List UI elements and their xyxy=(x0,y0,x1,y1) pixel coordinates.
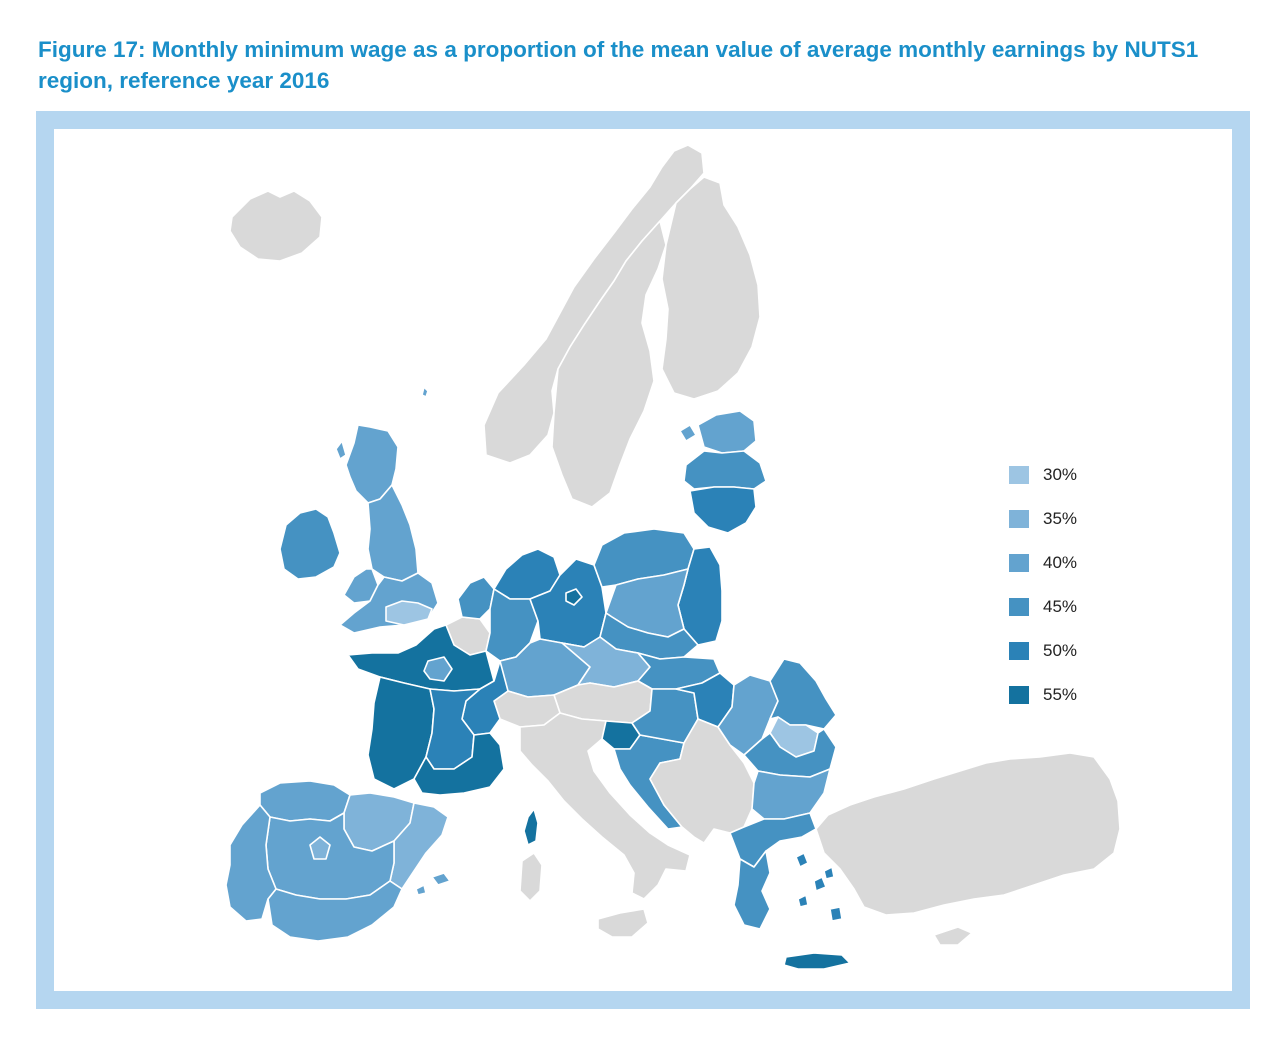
legend-swatch-30 xyxy=(1009,466,1029,484)
legend-item-30: 30% xyxy=(1009,464,1129,486)
legend-item-35: 35% xyxy=(1009,508,1129,530)
region-crete xyxy=(783,952,851,970)
region-scotland xyxy=(345,424,399,504)
region-turkey xyxy=(815,752,1121,916)
region-estonia-islands xyxy=(679,424,697,442)
region-spain-south xyxy=(267,880,403,942)
region-paris xyxy=(423,656,453,682)
region-portugal xyxy=(225,804,277,922)
legend-label-50: 50% xyxy=(1043,641,1078,660)
legend-item-40: 40% xyxy=(1009,552,1129,574)
legend-label-30: 30% xyxy=(1043,465,1078,484)
legend-swatch-50 xyxy=(1009,642,1029,660)
legend-item-45: 45% xyxy=(1009,596,1129,618)
region-london xyxy=(385,600,433,626)
region-sardinia xyxy=(519,852,543,902)
legend-swatch-35 xyxy=(1009,510,1029,528)
region-catalonia xyxy=(389,802,449,890)
europe-map xyxy=(225,144,1121,970)
region-ireland xyxy=(279,508,341,580)
region-sweden xyxy=(551,220,667,508)
region-lithuania xyxy=(689,486,757,534)
region-sicily xyxy=(597,908,649,938)
region-balkans xyxy=(649,718,755,844)
region-finland xyxy=(661,176,761,400)
legend-item-50: 50% xyxy=(1009,640,1129,662)
region-scotland-isles xyxy=(335,386,429,460)
region-corsica xyxy=(523,808,539,846)
region-estonia xyxy=(697,410,757,454)
region-spain-northwest xyxy=(259,780,351,822)
region-madrid xyxy=(309,836,331,860)
map-frame: 30% 35% 40% 45% 50% 55% xyxy=(36,111,1250,1009)
region-netherlands xyxy=(457,576,495,620)
legend-label-35: 35% xyxy=(1043,509,1078,528)
region-bulgaria xyxy=(751,768,831,820)
region-berlin xyxy=(565,588,583,606)
legend-label-45: 45% xyxy=(1043,597,1078,616)
legend-label-55: 55% xyxy=(1043,685,1078,704)
figure-title: Figure 17: Monthly minimum wage as a pro… xyxy=(38,37,1199,93)
region-aegean-islands xyxy=(795,852,843,922)
legend-item-55: 55% xyxy=(1009,684,1129,706)
region-cyprus xyxy=(933,926,973,946)
region-latvia xyxy=(683,450,767,490)
legend-swatch-45 xyxy=(1009,598,1029,616)
legend-label-40: 40% xyxy=(1043,553,1078,572)
legend-swatch-40 xyxy=(1009,554,1029,572)
region-balearic-islands xyxy=(415,872,451,896)
region-greece-south xyxy=(733,850,771,930)
map-panel: 30% 35% 40% 45% 50% 55% xyxy=(54,129,1232,991)
region-france-south xyxy=(413,732,505,796)
region-iceland xyxy=(229,190,323,262)
region-norway xyxy=(483,144,705,464)
legend-swatch-55 xyxy=(1009,686,1029,704)
